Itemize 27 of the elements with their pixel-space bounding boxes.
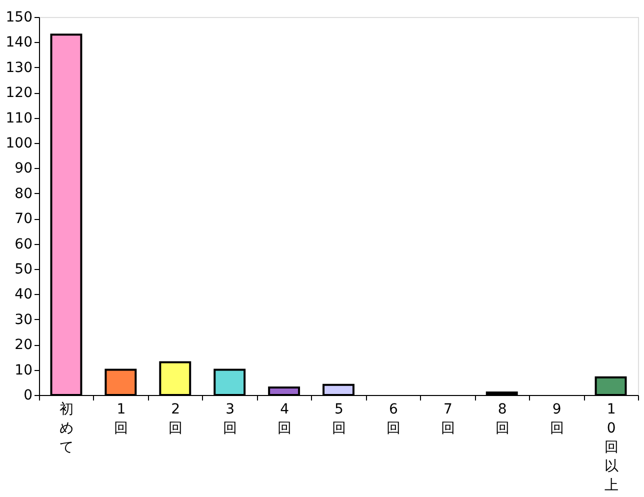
x-tick-label: 4回 xyxy=(278,402,292,436)
x-tick-label: 2回 xyxy=(168,402,183,436)
y-tick-label: 150 xyxy=(6,10,32,26)
y-tick-label: 20 xyxy=(14,337,32,354)
y-tick-label: 50 xyxy=(14,262,32,278)
y-tick-label: 90 xyxy=(14,160,32,177)
x-tick-label: 8回 xyxy=(495,402,510,436)
y-tick-label: 140 xyxy=(6,34,32,51)
y-tick-label: 120 xyxy=(6,85,32,102)
x-tick-label: 5回 xyxy=(332,402,346,436)
y-tick-label: 10 xyxy=(14,362,32,378)
y-tick-label: 40 xyxy=(14,286,32,303)
y-tick-label: 80 xyxy=(14,186,32,202)
x-tick-label: 7回 xyxy=(440,402,455,436)
y-tick-label: 110 xyxy=(6,110,32,126)
x-tick-label: 9回 xyxy=(550,402,564,436)
x-tick-label: 初めて xyxy=(60,402,74,456)
x-tick-label: 1回 xyxy=(114,402,128,436)
y-tick-label: 130 xyxy=(6,60,32,76)
x-tick-label: 3回 xyxy=(223,402,238,436)
y-tick-label: 0 xyxy=(24,388,32,404)
y-tick-label: 30 xyxy=(14,312,32,328)
y-tick-label: 70 xyxy=(14,211,32,228)
x-tick-label: 6回 xyxy=(386,402,400,436)
y-tick-label: 100 xyxy=(6,136,32,152)
x-tick-label: 10回以上 xyxy=(604,402,618,494)
y-tick-label: 60 xyxy=(14,236,32,252)
